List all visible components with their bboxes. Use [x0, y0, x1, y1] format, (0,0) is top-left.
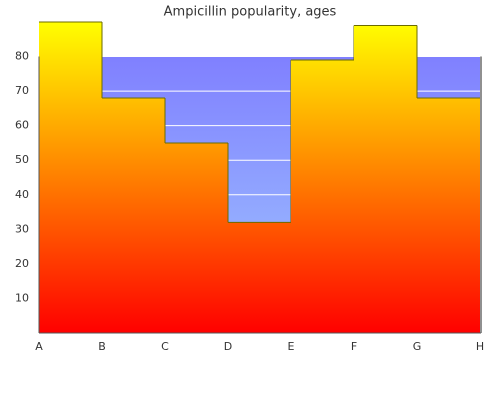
step-area: [228, 222, 291, 333]
y-tick-label: 20: [15, 257, 29, 270]
y-tick-label: 40: [15, 188, 29, 201]
x-tick-label: D: [224, 340, 232, 353]
step-area: [102, 98, 165, 334]
x-tick-label: E: [288, 340, 295, 353]
x-tick-label: G: [413, 340, 422, 353]
step-area: [417, 98, 480, 334]
y-tick-label: 60: [15, 119, 29, 132]
y-tick-label: 30: [15, 222, 29, 235]
chart-title: Ampicillin popularity, ages: [164, 5, 337, 20]
step-area: [165, 142, 228, 333]
y-tick-label: 10: [15, 291, 29, 304]
step-area: [39, 22, 102, 333]
y-tick-label: 70: [15, 84, 29, 97]
x-tick-label: H: [476, 340, 484, 353]
x-tick-label: F: [351, 340, 357, 353]
step-area: [291, 60, 354, 334]
x-tick-label: C: [161, 340, 169, 353]
step-area: [354, 25, 417, 333]
x-tick-label: A: [35, 340, 43, 353]
x-tick-label: B: [98, 340, 106, 353]
y-tick-label: 80: [15, 50, 29, 63]
y-tick-label: 50: [15, 153, 29, 166]
